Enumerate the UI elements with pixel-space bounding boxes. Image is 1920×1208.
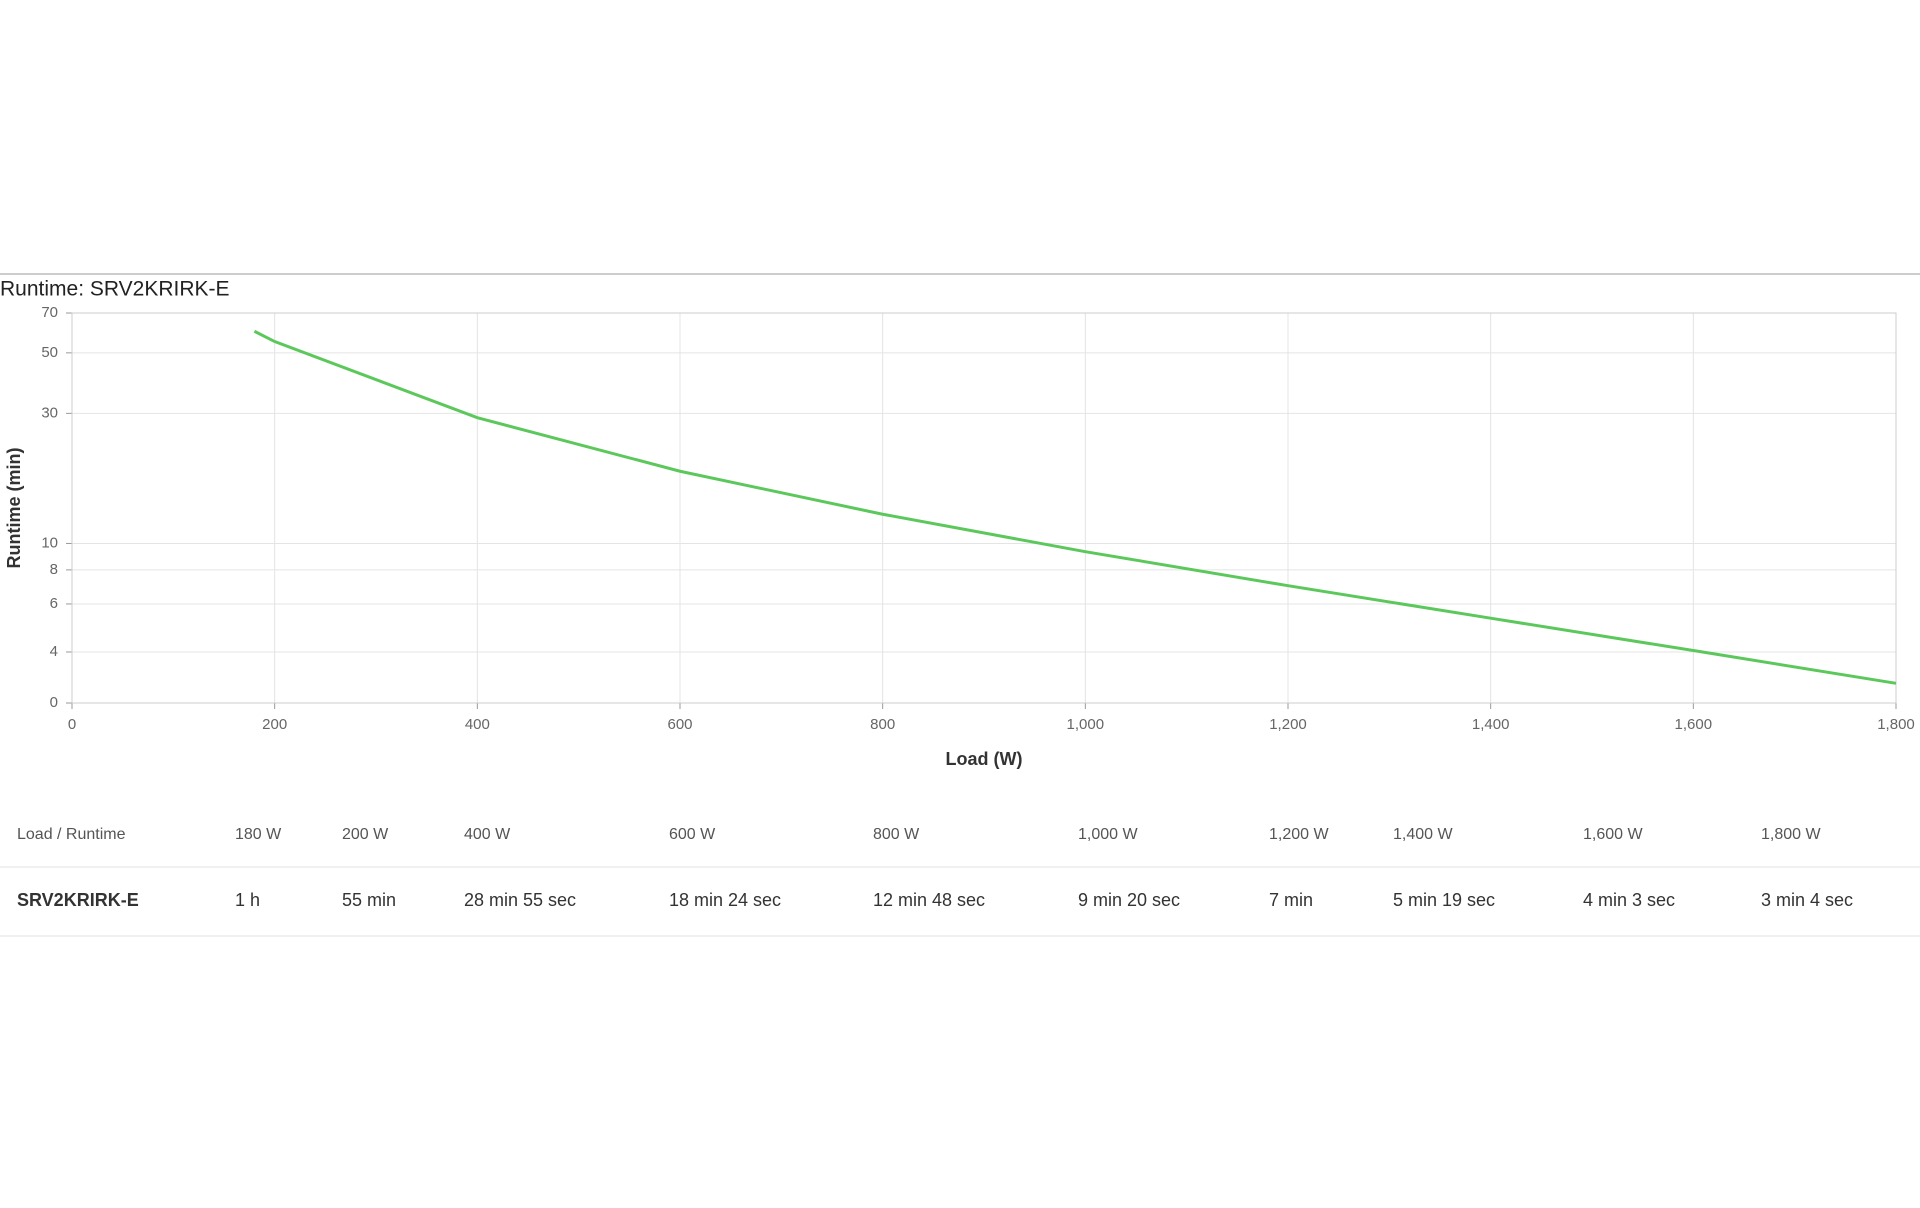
table-cell: 1 h [235, 890, 260, 910]
y-tick-label: 70 [41, 304, 58, 321]
table-header: 800 W [873, 826, 920, 843]
table-cell: 9 min 20 sec [1078, 890, 1180, 910]
table-cell: 55 min [342, 890, 396, 910]
x-tick-label: 1,200 [1269, 716, 1307, 733]
x-tick-label: 0 [68, 716, 76, 733]
table-header: 600 W [669, 826, 716, 843]
table-header: 400 W [464, 826, 511, 843]
table-header: 180 W [235, 826, 282, 843]
x-tick-label: 600 [667, 716, 692, 733]
y-tick-label: 6 [50, 595, 58, 612]
x-tick-label: 1,000 [1067, 716, 1105, 733]
x-tick-label: 800 [870, 716, 895, 733]
table-cell: 7 min [1269, 890, 1313, 910]
y-tick-label: 0 [50, 694, 58, 711]
x-tick-label: 1,800 [1877, 716, 1915, 733]
row-header: SRV2KRIRK-E [17, 890, 139, 910]
table-cell: 5 min 19 sec [1393, 890, 1495, 910]
table-cell: 4 min 3 sec [1583, 890, 1675, 910]
x-tick-label: 200 [262, 716, 287, 733]
table-header: 1,000 W [1078, 826, 1138, 843]
y-axis-label: Runtime (min) [4, 448, 24, 569]
y-tick-label: 10 [41, 534, 58, 551]
table-cell: 18 min 24 sec [669, 890, 781, 910]
chart-title: Runtime: SRV2KRIRK-E [0, 278, 230, 301]
x-axis-label: Load (W) [946, 749, 1023, 769]
table-header: Load / Runtime [17, 826, 126, 843]
table-cell: 12 min 48 sec [873, 890, 985, 910]
x-tick-label: 1,600 [1675, 716, 1713, 733]
y-tick-label: 8 [50, 561, 58, 578]
table-header: 1,800 W [1761, 826, 1821, 843]
table-header: 200 W [342, 826, 389, 843]
x-tick-label: 1,400 [1472, 716, 1510, 733]
table-header: 1,200 W [1269, 826, 1329, 843]
plot-frame [71, 312, 1897, 704]
y-tick-label: 30 [41, 404, 58, 421]
table-cell: 3 min 4 sec [1761, 890, 1853, 910]
table-header: 1,400 W [1393, 826, 1453, 843]
table-header: 1,600 W [1583, 826, 1643, 843]
line [253, 329, 1897, 685]
x-tick-label: 400 [465, 716, 490, 733]
table-cell: 28 min 55 sec [464, 890, 576, 910]
y-tick-label: 50 [41, 344, 58, 361]
y-tick-label: 4 [50, 643, 58, 660]
